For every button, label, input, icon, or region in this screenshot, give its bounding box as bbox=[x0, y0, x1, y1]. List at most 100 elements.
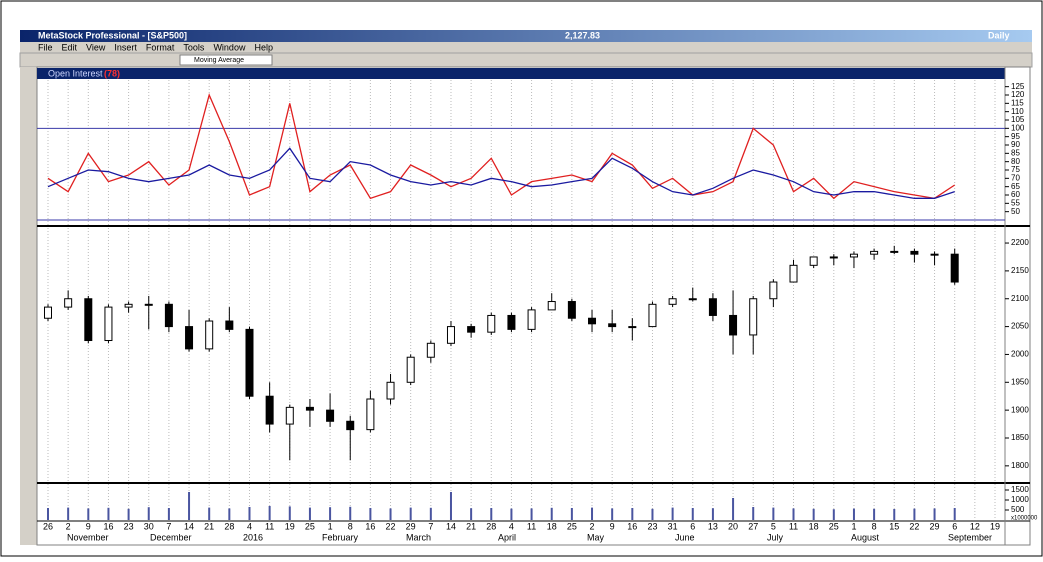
panel-title: Open Interest bbox=[48, 68, 103, 78]
candle-body bbox=[164, 303, 173, 328]
dropdown[interactable] bbox=[179, 54, 273, 66]
volume-bar bbox=[167, 508, 170, 520]
y-tick-label: 75 bbox=[1011, 165, 1020, 174]
candle-body bbox=[487, 314, 496, 333]
y-tick-label: 90 bbox=[1011, 140, 1020, 149]
menu-item[interactable]: Insert bbox=[114, 42, 137, 52]
x-tick-label: 23 bbox=[647, 521, 657, 531]
candle-body bbox=[406, 356, 415, 383]
candle-body bbox=[285, 406, 294, 425]
month-label: March bbox=[406, 532, 431, 542]
volume-bar bbox=[208, 507, 211, 520]
volume-bar bbox=[369, 508, 372, 520]
x-tick-label: 4 bbox=[247, 521, 252, 531]
candle-body bbox=[527, 309, 536, 330]
month-label: December bbox=[150, 532, 192, 542]
candle-body bbox=[426, 342, 435, 358]
x-tick-label: 30 bbox=[144, 521, 154, 531]
candle-body bbox=[588, 317, 597, 325]
x-tick-label: 1 bbox=[851, 521, 856, 531]
x-tick-label: 28 bbox=[224, 521, 234, 531]
candle-body bbox=[305, 406, 314, 411]
candle-body bbox=[205, 320, 214, 350]
volume-bar bbox=[550, 507, 553, 520]
y-tick-label: 100 bbox=[1011, 123, 1025, 132]
x-tick-label: 9 bbox=[86, 521, 91, 531]
x-tick-label: 25 bbox=[567, 521, 577, 531]
candle-body bbox=[930, 253, 939, 256]
indicator-line bbox=[47, 93, 956, 200]
candle-body bbox=[185, 326, 194, 350]
y-tick-label: 95 bbox=[1011, 132, 1020, 141]
candle-body bbox=[366, 398, 375, 431]
volume-bar bbox=[288, 506, 291, 520]
volume-bar bbox=[570, 508, 573, 520]
y-tick-label: 55 bbox=[1011, 198, 1020, 207]
y-tick-label: 85 bbox=[1011, 148, 1020, 157]
x-tick-label: 18 bbox=[547, 521, 557, 531]
volume-bar bbox=[389, 508, 392, 520]
volume-bar bbox=[832, 509, 835, 520]
menu-item[interactable]: View bbox=[86, 42, 106, 52]
volume-bar bbox=[248, 507, 251, 520]
candle-body bbox=[608, 323, 617, 328]
volume-bar bbox=[228, 508, 231, 520]
volume-bar bbox=[329, 507, 332, 520]
x-tick-label: 14 bbox=[446, 521, 456, 531]
x-tick-label: 9 bbox=[610, 521, 615, 531]
x-tick-label: 15 bbox=[889, 521, 899, 531]
candle-body bbox=[628, 326, 637, 329]
indicator-line bbox=[47, 147, 955, 199]
last-price: 2,127.83 bbox=[565, 30, 600, 40]
menu-item[interactable]: Help bbox=[254, 42, 273, 52]
x-tick-label: 19 bbox=[285, 521, 295, 531]
candle-body bbox=[507, 314, 516, 330]
volume-bar bbox=[147, 507, 150, 520]
month-label: April bbox=[498, 532, 516, 542]
volume-bar bbox=[711, 508, 714, 520]
x-tick-label: 20 bbox=[728, 521, 738, 531]
menu-item[interactable]: File bbox=[38, 42, 53, 52]
volume-bar bbox=[510, 508, 513, 520]
y-tick-label: 500 bbox=[1011, 505, 1025, 514]
month-label: May bbox=[587, 532, 605, 542]
menu-item[interactable]: Edit bbox=[62, 42, 78, 52]
x-tick-label: 1 bbox=[328, 521, 333, 531]
volume-bar bbox=[953, 508, 956, 520]
volume-bar bbox=[812, 508, 815, 520]
menu-bar bbox=[20, 42, 1032, 53]
menu-item[interactable]: Format bbox=[146, 42, 175, 52]
menu-item[interactable]: Tools bbox=[183, 42, 205, 52]
unit-label: x1000000 bbox=[1011, 516, 1038, 522]
x-tick-label: 31 bbox=[668, 521, 678, 531]
volume-bar bbox=[409, 507, 412, 520]
y-tick-label: 65 bbox=[1011, 182, 1020, 191]
x-tick-label: 2 bbox=[590, 521, 595, 531]
y-tick-label: 2150 bbox=[1011, 266, 1029, 275]
volume-bar bbox=[107, 507, 110, 520]
volume-bar bbox=[752, 507, 755, 520]
y-tick-label: 120 bbox=[1011, 90, 1025, 99]
volume-bar bbox=[349, 506, 352, 520]
volume-bar bbox=[47, 508, 49, 520]
x-tick-label: 8 bbox=[872, 521, 877, 531]
volume-bar bbox=[732, 498, 735, 520]
month-label: August bbox=[851, 532, 880, 542]
x-tick-label: 7 bbox=[166, 521, 171, 531]
volume-bar bbox=[611, 508, 614, 520]
x-tick-label: 21 bbox=[204, 521, 214, 531]
x-tick-label: 23 bbox=[124, 521, 134, 531]
menu-item[interactable]: Window bbox=[213, 42, 246, 52]
panel-header bbox=[37, 68, 1005, 79]
volume-bar bbox=[772, 507, 775, 520]
month-label: February bbox=[322, 532, 359, 542]
candle-body bbox=[688, 298, 697, 301]
window-title: MetaStock Professional - [S&P500] bbox=[38, 30, 187, 40]
x-tick-label: 16 bbox=[103, 521, 113, 531]
month-label: November bbox=[67, 532, 109, 542]
y-tick-label: 2050 bbox=[1011, 322, 1029, 331]
dropdown-text: Moving Average bbox=[194, 57, 244, 64]
month-label: 2016 bbox=[243, 532, 263, 542]
candle-body bbox=[789, 264, 798, 283]
x-tick-label: 5 bbox=[771, 521, 776, 531]
